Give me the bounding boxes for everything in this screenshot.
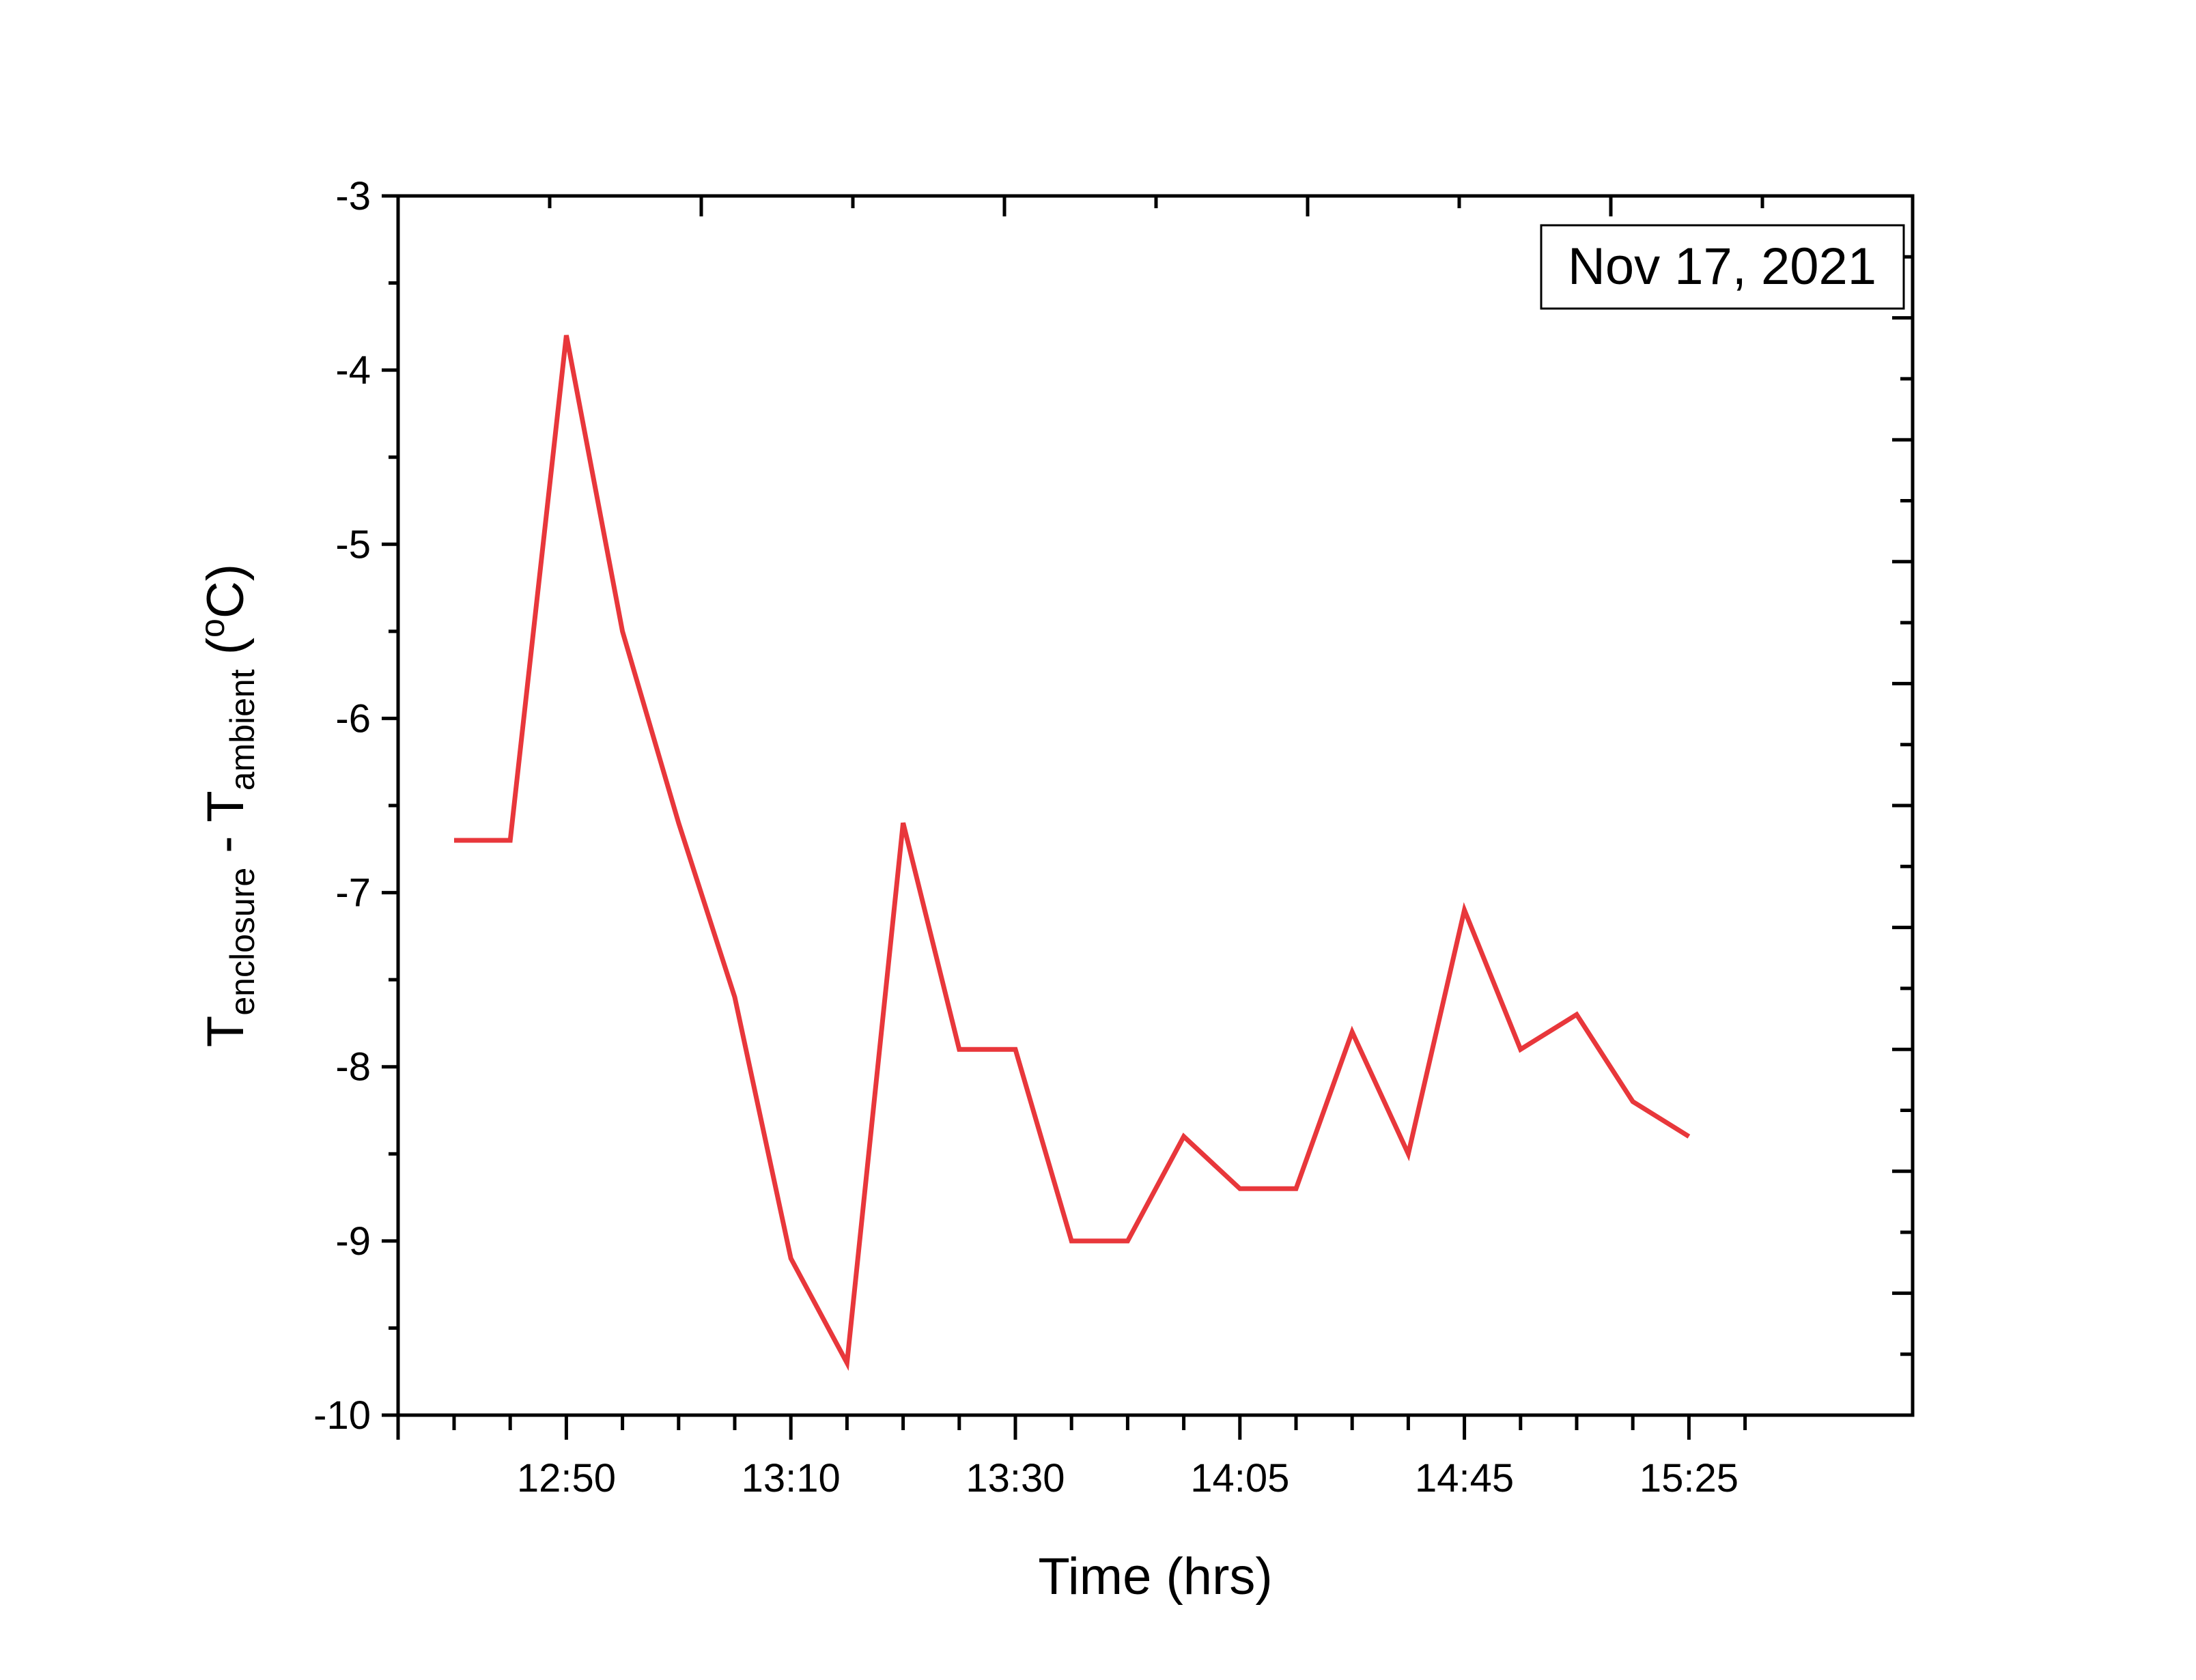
- y-tick-label: -5: [335, 522, 371, 567]
- y-axis-title: Tenclosure - Tambient (oC): [193, 564, 262, 1047]
- x-axis-ticks: [396, 1415, 1747, 1440]
- y-tick-label: -3: [335, 174, 371, 218]
- x-tick-label: 14:05: [1190, 1456, 1289, 1500]
- x-tick-label: 14:45: [1415, 1456, 1514, 1500]
- x-tick-label: 13:30: [966, 1456, 1065, 1500]
- y-tick-label: -8: [335, 1045, 371, 1090]
- y-axis-title-unit-close: C): [197, 564, 255, 618]
- series-layer: [454, 334, 1691, 1371]
- legend-box: Nov 17, 2021: [1540, 224, 1905, 310]
- y-axis-title-subscript-enclosure: enclosure: [223, 868, 262, 1016]
- top-axis-ticks: [548, 196, 1764, 216]
- x-tick-label: 15:25: [1639, 1456, 1738, 1500]
- x-tick-label: 12:50: [517, 1456, 616, 1500]
- right-axis-ticks: [1892, 194, 1913, 1417]
- y-axis-ticks: [382, 194, 398, 1417]
- x-axis-tick-labels: 12:50 13:10 13:30 14:05 14:45 15:25: [517, 1456, 1738, 1500]
- y-tick-label: -9: [335, 1219, 371, 1264]
- y-tick-label: -4: [335, 348, 371, 393]
- y-axis-tick-labels: -3 -4 -5 -6 -7 -8 -9 -10: [313, 174, 371, 1438]
- y-tick-label: -6: [335, 696, 371, 741]
- y-axis-title-symbol: T: [197, 1016, 255, 1047]
- y-axis-title-subscript-ambient: ambient: [223, 669, 262, 791]
- plot-frame: [396, 194, 1915, 1417]
- y-axis-title-degree: o: [193, 618, 231, 638]
- x-tick-label: 13:10: [742, 1456, 841, 1500]
- y-axis-title-minus-symbol: - T: [197, 791, 255, 868]
- y-tick-label: -10: [313, 1393, 371, 1438]
- series-line: [454, 334, 1691, 1371]
- y-axis-title-unit-open: (: [197, 638, 255, 669]
- legend-border: [1540, 224, 1905, 310]
- x-axis-title: Time (hrs): [1038, 1548, 1272, 1606]
- date-annotation: Nov 17, 2021: [1568, 238, 1876, 296]
- y-tick-label: -7: [335, 871, 371, 915]
